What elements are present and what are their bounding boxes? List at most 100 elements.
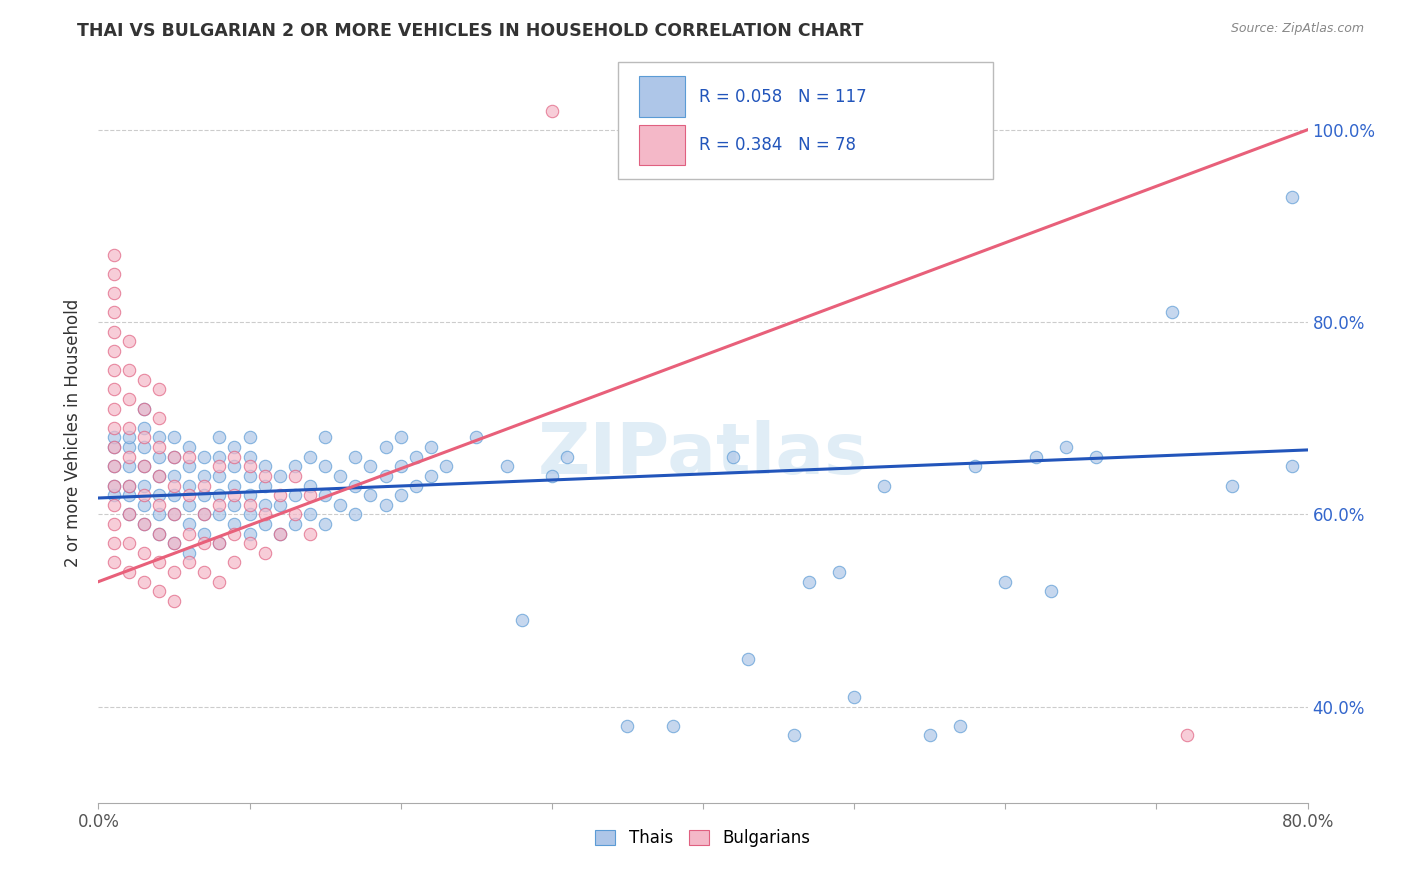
Point (179, 498, 201, 512)
Point (118, 478, 141, 492)
Point (208, 574, 231, 589)
Point (179, 516, 201, 531)
Point (118, 440, 141, 454)
Point (103, 459, 125, 474)
Point (239, 450, 262, 464)
Point (193, 526, 215, 541)
Point (118, 508, 141, 522)
Point (208, 459, 231, 474)
Point (163, 450, 186, 464)
Point (1220, 478, 1243, 492)
Point (103, 459, 125, 474)
Point (737, 651, 759, 665)
Point (193, 450, 215, 464)
Point (949, 719, 972, 733)
Point (132, 459, 155, 474)
Point (132, 516, 155, 531)
Point (224, 526, 246, 541)
Point (179, 478, 201, 492)
Point (616, 719, 638, 733)
Point (540, 469, 562, 483)
Point (224, 556, 246, 570)
Point (118, 536, 141, 550)
Point (828, 565, 851, 579)
Point (405, 478, 427, 492)
Point (208, 536, 231, 550)
Legend: Thais, Bulgarians: Thais, Bulgarians (589, 822, 817, 854)
Point (299, 488, 322, 502)
Text: Source: ZipAtlas.com: Source: ZipAtlas.com (1230, 22, 1364, 36)
Point (148, 450, 170, 464)
Point (1281, 459, 1303, 474)
Point (1175, 729, 1198, 743)
Point (1085, 450, 1108, 464)
Point (132, 401, 155, 416)
Point (269, 469, 291, 483)
Point (118, 421, 141, 435)
Point (193, 469, 215, 483)
Point (239, 526, 262, 541)
Point (314, 488, 336, 502)
Point (163, 450, 186, 464)
FancyBboxPatch shape (638, 77, 685, 117)
Point (465, 430, 488, 444)
Point (1024, 450, 1046, 464)
Point (420, 440, 443, 454)
Point (314, 516, 336, 531)
Point (193, 508, 215, 522)
Point (193, 478, 215, 492)
Point (224, 516, 246, 531)
Point (224, 498, 246, 512)
Point (148, 498, 170, 512)
Point (148, 488, 170, 502)
Text: R = 0.058   N = 117: R = 0.058 N = 117 (699, 87, 868, 106)
Text: THAI VS BULGARIAN 2 OR MORE VEHICLES IN HOUSEHOLD CORRELATION CHART: THAI VS BULGARIAN 2 OR MORE VEHICLES IN … (77, 22, 863, 40)
Point (193, 536, 215, 550)
Point (103, 516, 125, 531)
Point (299, 508, 322, 522)
Point (434, 459, 457, 474)
Point (224, 478, 246, 492)
Point (253, 459, 276, 474)
Point (148, 508, 170, 522)
Point (163, 488, 186, 502)
Point (148, 526, 170, 541)
Point (163, 565, 186, 579)
Text: R = 0.384   N = 78: R = 0.384 N = 78 (699, 136, 856, 154)
Point (132, 459, 155, 474)
Point (103, 382, 125, 396)
Point (253, 469, 276, 483)
Point (103, 440, 125, 454)
Point (239, 488, 262, 502)
Point (224, 488, 246, 502)
Text: ZIPatlas: ZIPatlas (538, 420, 868, 490)
Point (179, 488, 201, 502)
Point (389, 488, 412, 502)
Point (239, 536, 262, 550)
Point (253, 498, 276, 512)
Point (284, 488, 307, 502)
Point (224, 450, 246, 464)
Point (918, 729, 941, 743)
Point (148, 440, 170, 454)
Point (389, 430, 412, 444)
Point (163, 508, 186, 522)
Point (163, 536, 186, 550)
Point (148, 382, 170, 396)
Point (420, 469, 443, 483)
Point (148, 584, 170, 599)
Point (208, 469, 231, 483)
Point (132, 430, 155, 444)
Point (360, 459, 382, 474)
Point (374, 440, 396, 454)
Point (103, 325, 125, 339)
Point (103, 440, 125, 454)
Point (148, 430, 170, 444)
Point (118, 363, 141, 377)
Point (224, 459, 246, 474)
Point (148, 526, 170, 541)
Point (253, 546, 276, 560)
Point (118, 450, 141, 464)
Point (284, 508, 307, 522)
Point (163, 478, 186, 492)
